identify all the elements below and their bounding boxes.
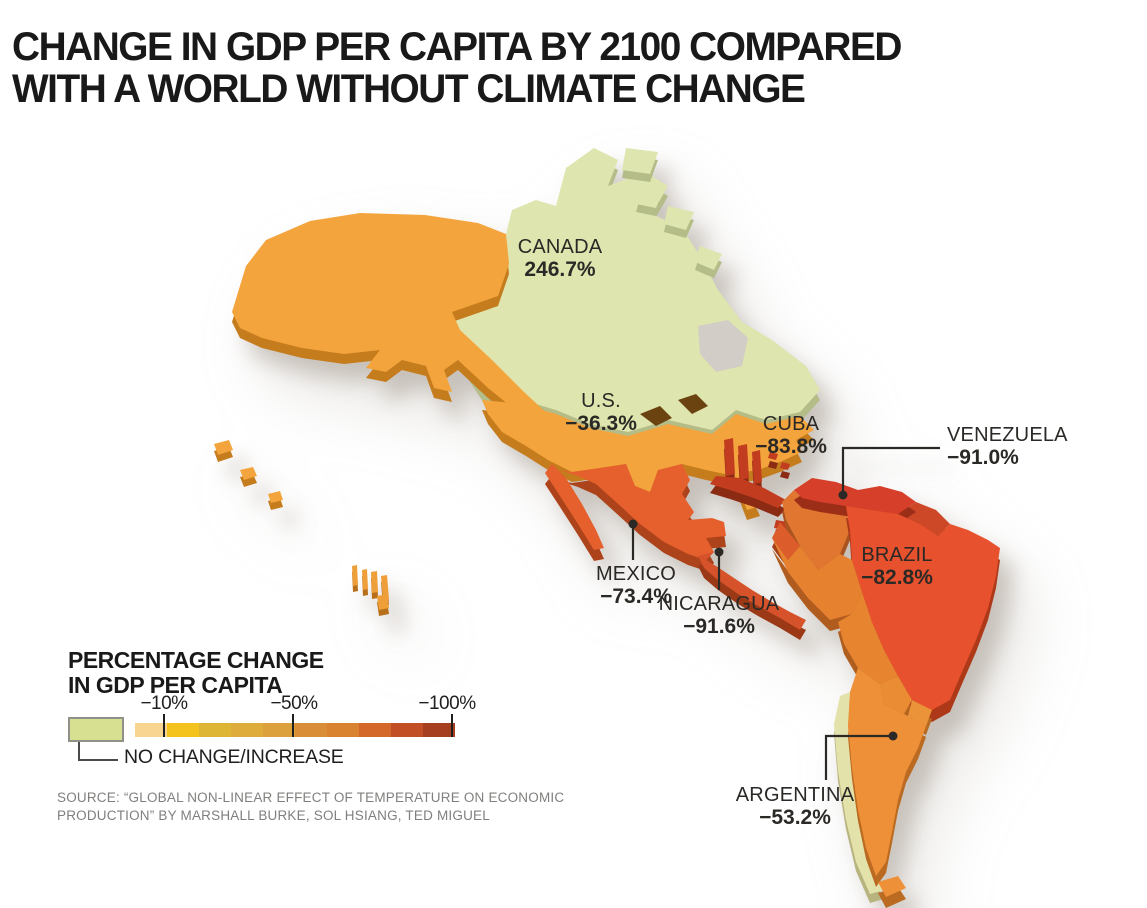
country-us-shape [482,394,814,520]
source-line1: SOURCE: “GLOBAL NON-LINEAR EFFECT OF TEM… [57,790,565,805]
nicaragua-anchor-dot [714,547,724,557]
label-brazil: BRAZIL −82.8% [861,544,933,589]
country-name: NICARAGUA [658,593,780,615]
mexico-anchor-dot [628,519,638,529]
legend-title-line1: PERCENTAGE CHANGE [68,647,324,673]
legend-tick-50 [292,714,294,737]
country-name: BRAZIL [861,544,933,566]
legend-title: PERCENTAGE CHANGE IN GDP PER CAPITA [68,647,324,699]
label-venezuela: VENEZUELA −91.0% [947,424,1068,469]
country-name: VENEZUELA [947,424,1068,446]
tick-label-50: −50% [270,693,318,714]
country-value: 246.7% [524,258,596,281]
page-title: CHANGE IN GDP PER CAPITA BY 2100 COMPARE… [12,25,902,111]
scale-segment [327,723,359,737]
country-name: CANADA [517,236,603,258]
country-value: −53.2% [759,806,831,829]
legend-tick-10 [163,714,165,737]
argentina-leader-line [824,734,893,780]
page-title-line2: WITH A WORLD WITHOUT CLIMATE CHANGE [12,67,806,111]
source-note: SOURCE: “GLOBAL NON-LINEAR EFFECT OF TEM… [57,789,564,824]
source-line2: PRODUCTION” BY MARSHALL BURKE, SOL HSIAN… [57,807,490,823]
no-change-leader-line [78,742,118,761]
scale-segment [167,723,199,737]
page-title-line1: CHANGE IN GDP PER CAPITA BY 2100 COMPARE… [12,25,902,69]
label-mexico: MEXICO −73.4% [596,563,676,608]
label-canada: CANADA 246.7% [518,236,603,281]
argentina-anchor-dot [888,731,898,741]
no-change-swatch [68,717,124,742]
scale-segment [199,723,231,737]
label-cuba: CUBA −83.8% [755,413,827,458]
country-name: CUBA [762,413,820,435]
label-nicaragua: NICARAGUA −91.6% [659,593,780,638]
scale-segment [263,723,295,737]
country-name: ARGENTINA [735,784,855,806]
scale-segment [391,723,423,737]
scale-segment [135,723,167,737]
legend-tick-100 [451,714,453,737]
label-argentina: ARGENTINA −53.2% [736,784,854,829]
country-name: MEXICO [595,563,677,585]
scale-segment [423,723,455,737]
venezuela-leader-line [841,446,940,495]
scale-segment [231,723,263,737]
tick-label-100: −100% [418,693,476,714]
legend-scale-bar [135,723,455,737]
leader-lines [628,446,940,780]
country-value: −91.0% [947,446,1019,469]
country-name: U.S. [581,390,621,412]
venezuela-anchor-dot [838,490,848,500]
country-value: −73.4% [600,585,672,608]
country-value: −82.8% [861,566,933,589]
hudson-bay [698,320,748,372]
scale-segment [359,723,391,737]
scale-segment [295,723,327,737]
country-value: −83.8% [755,435,827,458]
country-value: −91.6% [683,615,755,638]
country-value: −36.3% [565,412,637,435]
no-change-label: NO CHANGE/INCREASE [124,746,344,768]
tick-label-10: −10% [140,693,188,714]
legend-title-line2: IN GDP PER CAPITA [68,672,283,699]
great-lakes [640,394,708,426]
hawaii-islands-shape [352,565,389,616]
country-canada-shape [452,148,820,442]
label-us: U.S. −36.3% [565,390,637,435]
